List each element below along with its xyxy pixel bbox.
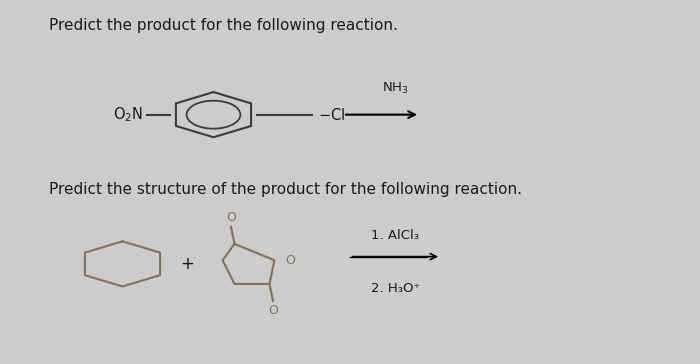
Text: 1. AlCl₃: 1. AlCl₃ (372, 229, 419, 242)
Text: +: + (181, 255, 195, 273)
Text: $-$Cl: $-$Cl (318, 107, 346, 123)
Text: O: O (226, 211, 236, 224)
Text: NH$_3$: NH$_3$ (382, 82, 408, 96)
Text: Predict the structure of the product for the following reaction.: Predict the structure of the product for… (49, 182, 522, 197)
Text: O: O (268, 304, 278, 317)
Text: O: O (285, 254, 295, 267)
Text: 2. H₃O⁺: 2. H₃O⁺ (371, 282, 420, 295)
Text: Predict the product for the following reaction.: Predict the product for the following re… (49, 18, 398, 33)
Text: O$_2$N: O$_2$N (113, 105, 144, 124)
